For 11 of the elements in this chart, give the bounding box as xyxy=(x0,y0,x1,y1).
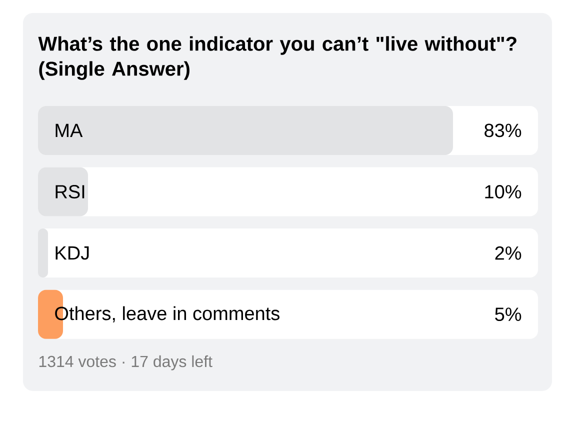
data-label: 2% xyxy=(495,246,522,260)
bar xyxy=(38,167,88,216)
y-tick-label: RSI xyxy=(56,185,84,198)
y-tick-label: KDJ xyxy=(56,246,89,260)
chart-title: What’s the one indicator you can’t "live without"? (Single Answer) xyxy=(38,36,516,80)
data-label: 10% xyxy=(485,185,522,198)
y-tick-label: MA xyxy=(56,124,83,137)
bar xyxy=(38,228,48,278)
data-label: 83% xyxy=(484,124,522,138)
data-label: 5% xyxy=(495,308,522,322)
text: 1314 votes · 17 days left xyxy=(39,355,212,370)
